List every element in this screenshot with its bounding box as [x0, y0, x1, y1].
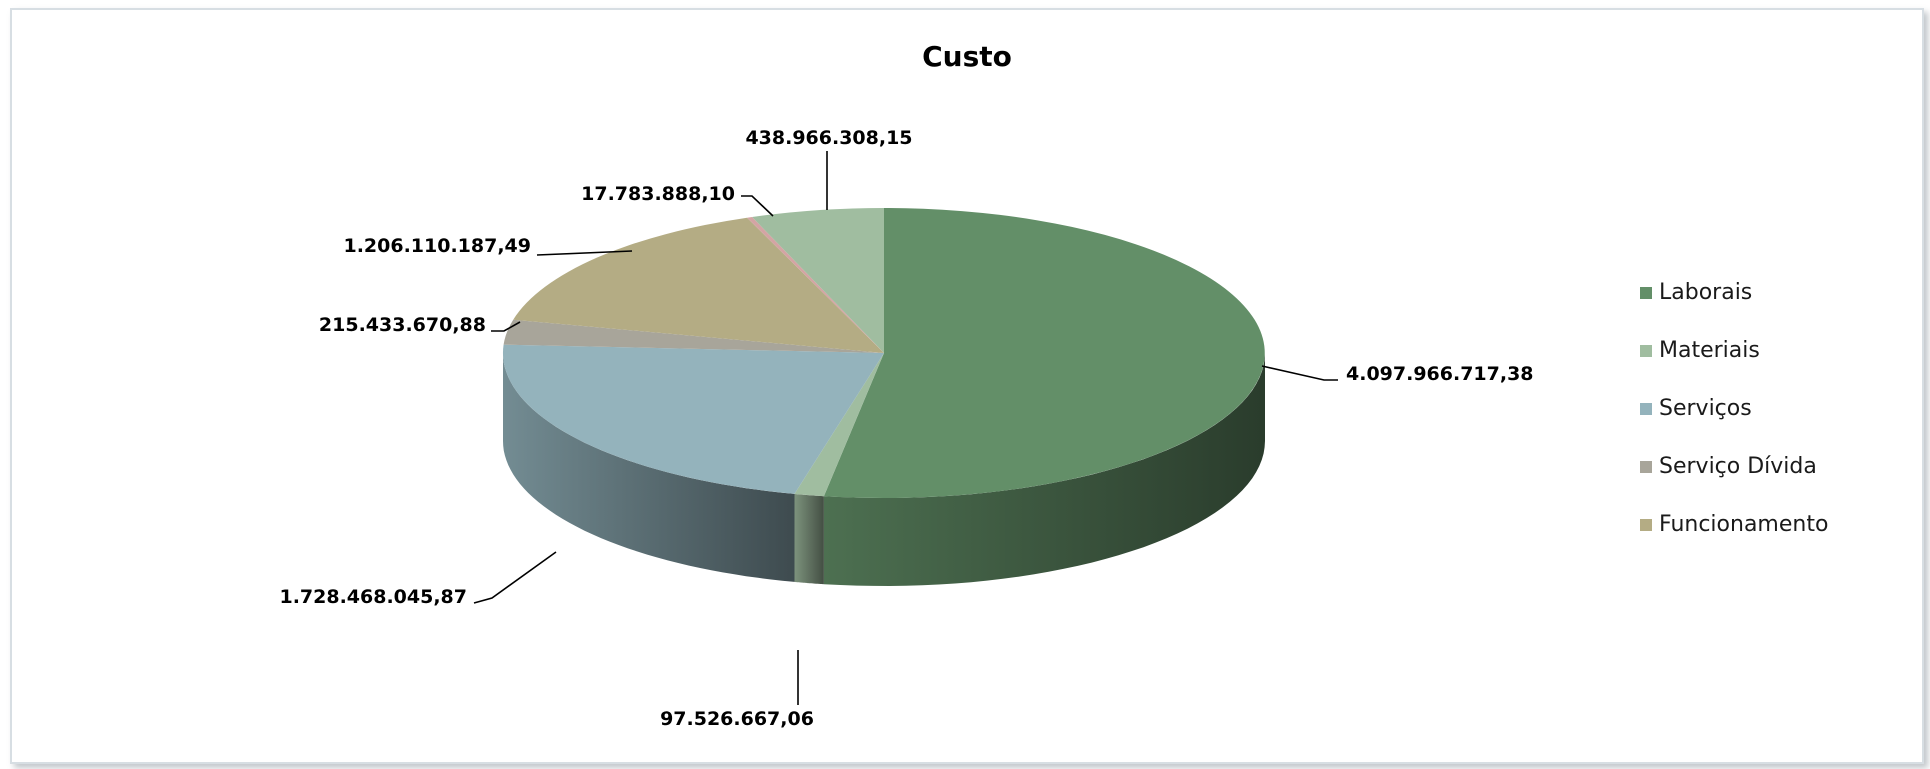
legend-label: Funcionamento	[1659, 512, 1829, 537]
data-label-leader	[473, 551, 557, 604]
chart-title: Custo	[922, 40, 1012, 73]
pie-slice	[503, 319, 884, 353]
data-label-leader	[491, 321, 521, 332]
pie-slice	[502, 344, 884, 494]
pie-side-wall	[503, 353, 795, 582]
legend-label: Materiais	[1659, 338, 1760, 363]
legend-swatch	[1640, 345, 1652, 357]
data-label: 97.526.667,06	[660, 708, 814, 730]
data-label: 438.966.308,15	[745, 127, 912, 149]
pie-slice	[823, 208, 1265, 498]
data-label-leader	[1261, 365, 1338, 381]
legend-item-servico-divida: Serviço Dívida	[1640, 452, 1870, 510]
pie-side-wall	[823, 353, 1265, 586]
legend-item-funcionamento: Funcionamento	[1640, 510, 1870, 568]
legend-label: Serviços	[1659, 396, 1752, 421]
legend-item-materiais: Materiais	[1640, 336, 1870, 394]
data-label: 215.433.670,88	[319, 314, 486, 336]
legend-label: Laborais	[1659, 280, 1753, 305]
legend-item-servicos: Serviços	[1640, 394, 1870, 452]
legend-swatch	[1640, 519, 1652, 531]
legend-swatch	[1640, 287, 1652, 299]
data-label-leader	[536, 250, 633, 256]
pie-slice	[747, 217, 884, 353]
pie-slice	[752, 208, 884, 353]
legend-swatch	[1640, 461, 1652, 473]
legend: Laborais Materiais Serviços Serviço Dívi…	[1640, 278, 1870, 568]
data-label-leader	[741, 195, 774, 217]
pie-side-wall	[794, 493, 824, 585]
data-label: 4.097.966.717,38	[1346, 363, 1534, 385]
legend-label: Serviço Dívida	[1659, 454, 1817, 479]
pie-slice	[513, 217, 884, 353]
legend-swatch	[1640, 403, 1652, 415]
legend-item-laborais: Laborais	[1640, 278, 1870, 336]
pie-slice	[794, 353, 884, 497]
data-label: 1.728.468.045,87	[279, 586, 467, 608]
data-label: 17.783.888,10	[581, 183, 735, 205]
data-label: 1.206.110.187,49	[343, 235, 531, 257]
